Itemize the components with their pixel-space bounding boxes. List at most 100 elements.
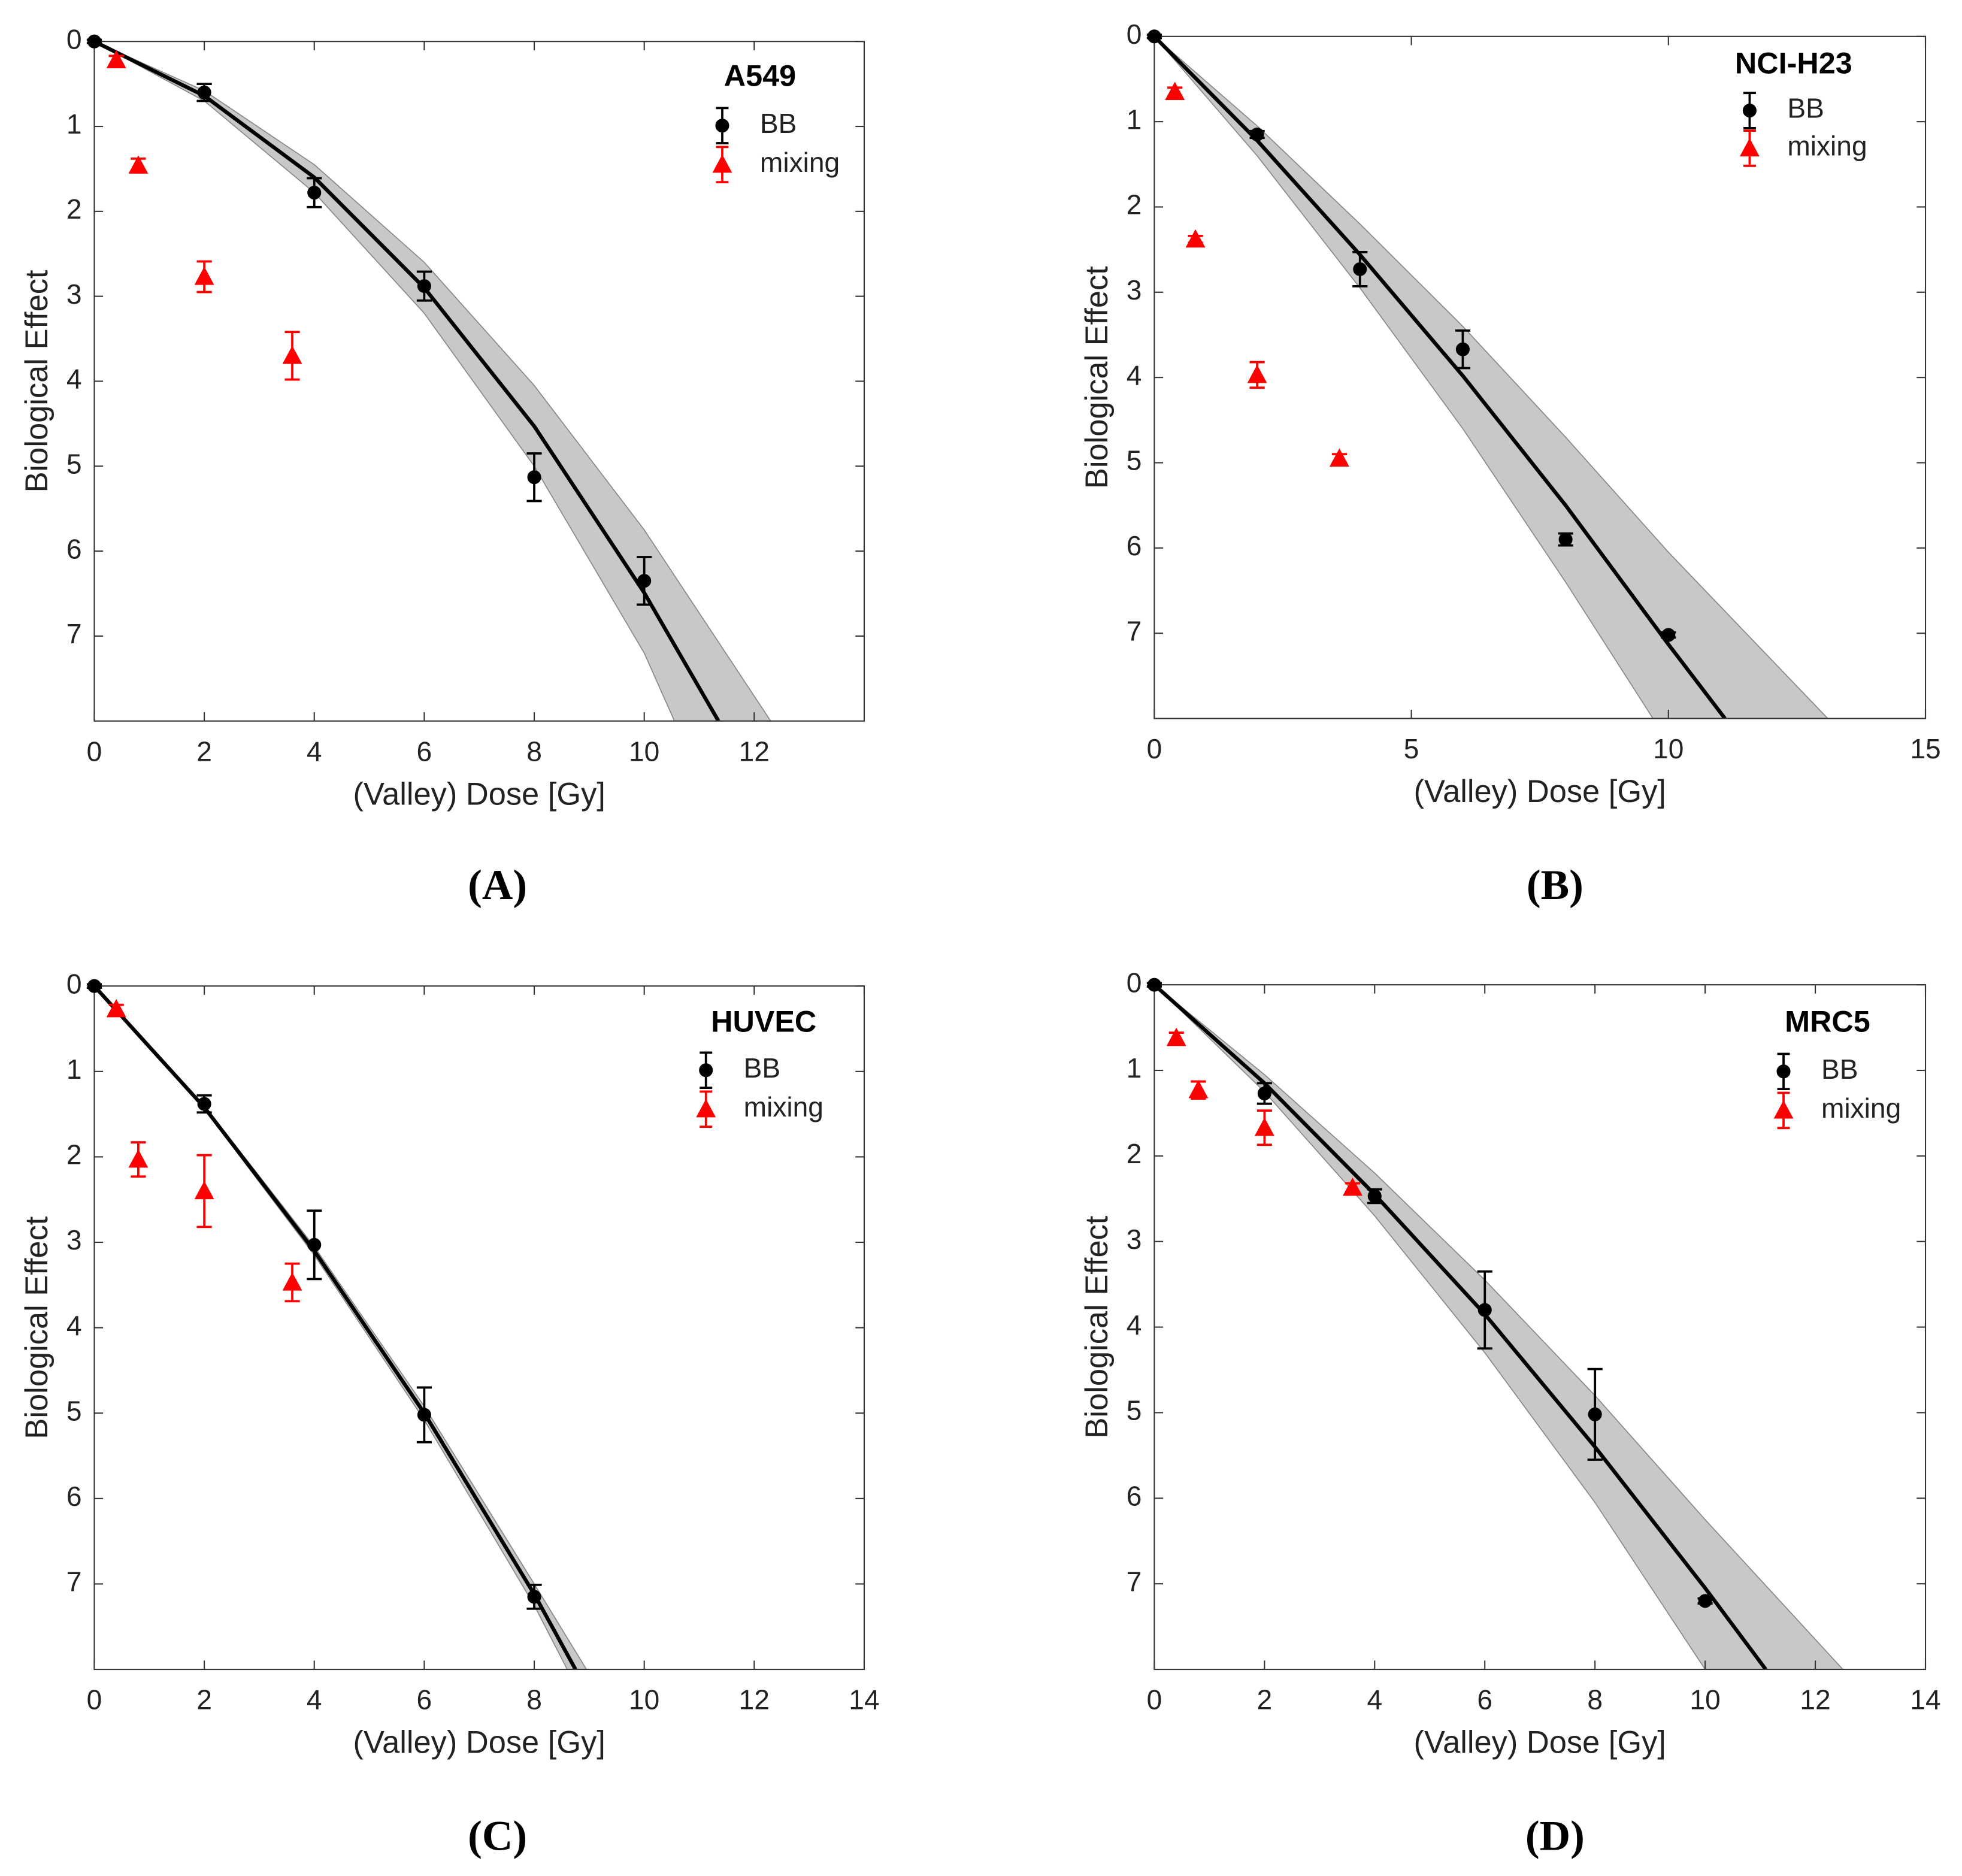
x-tick-label: 14 bbox=[1910, 1684, 1940, 1715]
point bbox=[699, 1063, 713, 1078]
x-tick-label: 8 bbox=[1587, 1684, 1603, 1715]
x-axis-label: (Valley) Dose [Gy] bbox=[353, 1726, 605, 1760]
point bbox=[307, 186, 322, 200]
x-tick-label: 2 bbox=[1257, 1684, 1273, 1715]
legend-label: BB bbox=[760, 108, 797, 139]
y-tick-label: 7 bbox=[66, 618, 82, 649]
y-tick-label: 6 bbox=[1127, 530, 1142, 561]
x-axis-label: (Valley) Dose [Gy] bbox=[1414, 774, 1666, 809]
point bbox=[527, 470, 541, 485]
point bbox=[197, 1097, 211, 1111]
point bbox=[417, 1408, 431, 1422]
panel-label: (B) bbox=[1527, 861, 1583, 909]
legend-label: BB bbox=[1787, 93, 1824, 124]
y-tick-label: 7 bbox=[66, 1566, 82, 1597]
point bbox=[1147, 978, 1161, 992]
x-tick-label: 10 bbox=[629, 736, 659, 767]
x-tick-label: 8 bbox=[526, 736, 542, 767]
confidence-band bbox=[1154, 36, 1829, 719]
point bbox=[1166, 1027, 1186, 1046]
point bbox=[1250, 127, 1264, 142]
legend-title: HUVEC bbox=[711, 1004, 816, 1038]
x-tick-label: 2 bbox=[196, 1684, 212, 1715]
y-tick-label: 4 bbox=[66, 1310, 82, 1341]
y-tick-label: 1 bbox=[1127, 104, 1142, 135]
point bbox=[417, 279, 431, 293]
point bbox=[1254, 1117, 1274, 1136]
x-tick-label: 4 bbox=[307, 1684, 322, 1715]
y-tick-label: 5 bbox=[66, 448, 82, 479]
y-axis-label: Biological Effect bbox=[1080, 266, 1115, 489]
x-tick-label: 10 bbox=[1690, 1684, 1720, 1715]
y-tick-label: 5 bbox=[66, 1395, 82, 1426]
y-tick-label: 6 bbox=[66, 533, 82, 564]
y-tick-label: 7 bbox=[1127, 615, 1142, 646]
point bbox=[194, 1181, 214, 1200]
point bbox=[1329, 448, 1349, 467]
confidence-band bbox=[1154, 985, 1844, 1670]
legend-title: A549 bbox=[724, 58, 796, 92]
y-tick-label: 3 bbox=[1127, 1224, 1142, 1255]
y-tick-label: 6 bbox=[1127, 1480, 1142, 1511]
y-tick-label: 4 bbox=[1127, 1309, 1142, 1341]
point bbox=[1188, 1079, 1209, 1099]
x-tick-label: 4 bbox=[307, 736, 322, 767]
point bbox=[1343, 1177, 1362, 1196]
point bbox=[87, 979, 101, 993]
x-tick-label: 0 bbox=[1147, 733, 1162, 764]
y-tick-label: 5 bbox=[1127, 445, 1142, 476]
point bbox=[637, 574, 652, 588]
point bbox=[712, 154, 732, 173]
point bbox=[106, 50, 126, 69]
point bbox=[1367, 1189, 1382, 1203]
point bbox=[1147, 29, 1161, 44]
x-axis-label: (Valley) Dose [Gy] bbox=[1414, 1726, 1666, 1760]
y-axis-label: Biological Effect bbox=[20, 1216, 54, 1439]
y-tick-label: 0 bbox=[66, 23, 82, 55]
point bbox=[1247, 365, 1267, 383]
legend-label: BB bbox=[744, 1052, 781, 1084]
x-tick-label: 14 bbox=[849, 1684, 879, 1715]
y-tick-label: 4 bbox=[66, 364, 82, 395]
x-tick-label: 6 bbox=[417, 736, 432, 767]
point bbox=[1773, 1100, 1794, 1119]
point bbox=[1742, 104, 1757, 118]
y-tick-label: 1 bbox=[66, 1054, 82, 1085]
legend-label: BB bbox=[1821, 1054, 1858, 1085]
x-tick-label: 8 bbox=[526, 1684, 542, 1715]
legend-label: mixing bbox=[1787, 131, 1867, 162]
y-tick-label: 3 bbox=[66, 279, 82, 310]
y-tick-label: 0 bbox=[1127, 19, 1142, 50]
point bbox=[106, 998, 126, 1018]
point bbox=[128, 155, 149, 174]
y-tick-label: 3 bbox=[66, 1224, 82, 1255]
panel-label: (A) bbox=[468, 861, 527, 909]
point bbox=[1588, 1407, 1602, 1421]
y-axis-label: Biological Effect bbox=[20, 270, 54, 492]
point bbox=[307, 1237, 322, 1252]
y-tick-label: 1 bbox=[1127, 1052, 1142, 1084]
confidence-band bbox=[94, 41, 771, 721]
x-tick-label: 2 bbox=[196, 736, 212, 767]
x-axis-label: (Valley) Dose [Gy] bbox=[353, 777, 605, 812]
point bbox=[527, 1590, 541, 1604]
x-tick-label: 12 bbox=[739, 1684, 770, 1715]
point bbox=[1185, 229, 1206, 248]
x-tick-label: 12 bbox=[739, 736, 770, 767]
point bbox=[1257, 1087, 1271, 1101]
y-axis-label: Biological Effect bbox=[1080, 1215, 1115, 1438]
y-tick-label: 3 bbox=[1127, 274, 1142, 305]
y-tick-label: 2 bbox=[1127, 1138, 1142, 1169]
x-tick-label: 6 bbox=[1477, 1684, 1492, 1715]
point bbox=[1776, 1064, 1791, 1079]
y-tick-label: 2 bbox=[1127, 189, 1142, 220]
x-tick-label: 12 bbox=[1800, 1684, 1830, 1715]
y-tick-label: 7 bbox=[1127, 1566, 1142, 1597]
y-tick-label: 1 bbox=[66, 108, 82, 140]
legend-label: mixing bbox=[760, 147, 840, 178]
fit-line bbox=[94, 986, 577, 1670]
x-tick-label: 6 bbox=[417, 1684, 432, 1715]
x-tick-label: 0 bbox=[1147, 1684, 1162, 1715]
